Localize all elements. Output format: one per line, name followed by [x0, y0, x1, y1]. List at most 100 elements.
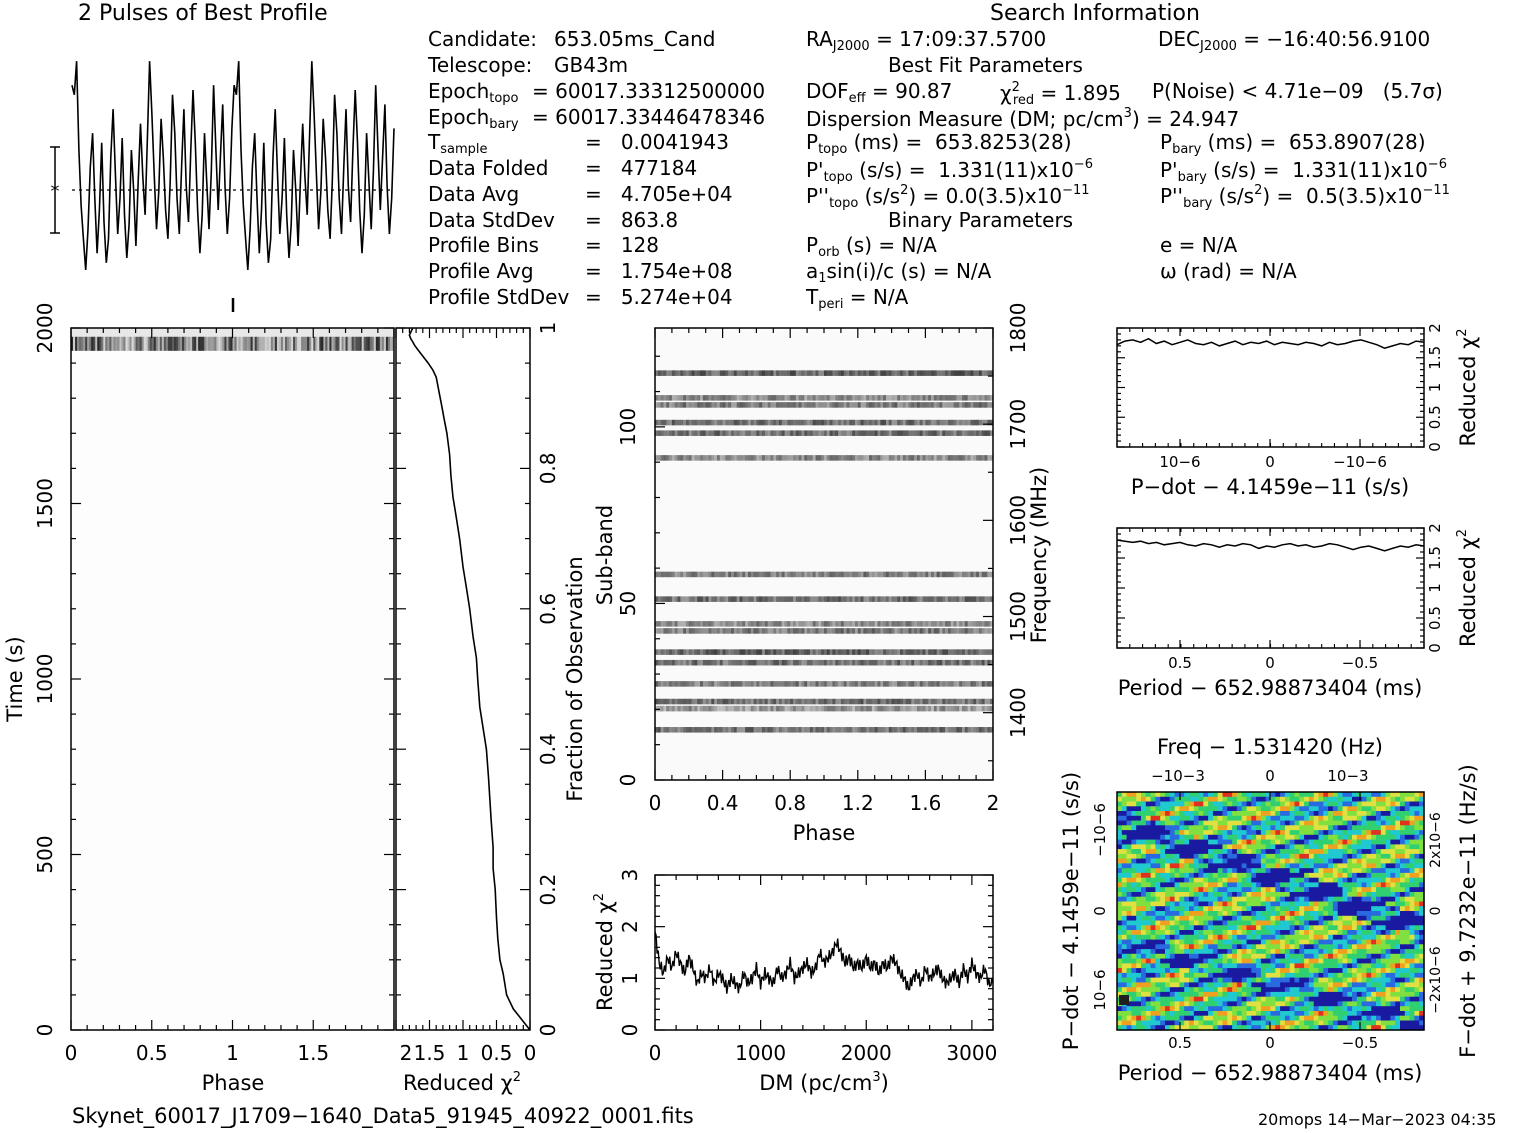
- ppdot-cell: [1217, 792, 1224, 798]
- ppdot-cell: [1304, 925, 1310, 931]
- subband-cell: [745, 705, 749, 712]
- subband-cell: [750, 571, 755, 578]
- ppdot-cell: [1251, 825, 1257, 831]
- subband-cell: [655, 681, 659, 687]
- ppdot-cell: [1212, 877, 1219, 884]
- subband-cell: [745, 571, 749, 578]
- ppdot-cell: [1390, 839, 1396, 845]
- ppdot-cell: [1141, 930, 1147, 936]
- ppdot-cell: [1117, 911, 1123, 917]
- ppdot-cell: [1179, 925, 1185, 931]
- time-phase-cell: [307, 336, 310, 351]
- subband-cell: [970, 430, 974, 436]
- subband-cell: [863, 649, 867, 655]
- subband-cell: [657, 395, 662, 401]
- subband-cell: [739, 698, 743, 705]
- subband-cell: [978, 698, 983, 705]
- subband-cell: [655, 705, 659, 712]
- ppdot-cell: [1236, 949, 1243, 955]
- subband-cell: [736, 395, 740, 401]
- ppdot-cell: [1414, 815, 1420, 822]
- subband-cell: [976, 727, 980, 733]
- ppdot-cell: [1275, 911, 1281, 917]
- ppdot-cell: [1352, 796, 1358, 803]
- subband-cell: [891, 659, 895, 666]
- subband-cell: [781, 628, 786, 634]
- subband-cell: [950, 571, 955, 578]
- ppdot-cell: [1337, 853, 1344, 860]
- time-phase-cell: [83, 336, 86, 351]
- ppdot-cell: [1117, 906, 1123, 912]
- ppdot-cell: [1371, 830, 1377, 836]
- ppdot-cell: [1342, 806, 1348, 812]
- ppdot-cell: [1121, 901, 1128, 907]
- ppdot-cell: [1361, 887, 1367, 893]
- ppdot-cell: [1212, 920, 1219, 926]
- subband-cell: [725, 649, 729, 655]
- ppdot-cell: [1337, 915, 1344, 922]
- ppdot-cell: [1117, 925, 1123, 931]
- subband-cell: [894, 571, 898, 578]
- subband-cell: [759, 649, 763, 655]
- ppdot-cell: [1222, 792, 1228, 798]
- ppdot-cell: [1289, 958, 1296, 964]
- ppdot-cell: [1371, 925, 1377, 931]
- subband-cell: [860, 698, 864, 705]
- subband-cell: [919, 419, 924, 426]
- subband-cell: [716, 659, 721, 666]
- subband-cell: [860, 402, 864, 408]
- subband-cell: [804, 698, 808, 705]
- ppdot-cell: [1414, 858, 1420, 864]
- ppdot-cell: [1323, 815, 1329, 822]
- ppdot-cell: [1404, 872, 1411, 879]
- subband-cell: [685, 628, 690, 634]
- ppdot-cell: [1280, 815, 1286, 822]
- ppdot-cell: [1160, 872, 1166, 879]
- ppdot-cell: [1131, 796, 1137, 803]
- subband-cell: [778, 370, 783, 376]
- ppdot-cell: [1117, 915, 1123, 922]
- ppdot-cell: [1256, 872, 1262, 879]
- subband-cell: [685, 395, 690, 401]
- ppdot-cell: [1160, 877, 1166, 884]
- time-phase-cell: [77, 336, 80, 351]
- ppdot-cell: [1337, 920, 1344, 926]
- ppdot-cell: [1236, 863, 1243, 869]
- ppdot-cell: [1347, 830, 1353, 836]
- subband-cell: [778, 419, 783, 426]
- ppdot-cell: [1222, 949, 1228, 955]
- subband-cell: [809, 419, 814, 426]
- subband-cell: [852, 370, 856, 376]
- subband-cell: [953, 571, 957, 578]
- subband-cell: [787, 698, 791, 705]
- ppdot-cell: [1256, 915, 1262, 922]
- subband-cell: [826, 571, 831, 578]
- subband-cell: [902, 621, 907, 627]
- ppdot-cell: [1165, 953, 1171, 960]
- ppdot-cell: [1227, 939, 1233, 945]
- ppdot-cell: [1203, 849, 1209, 855]
- subband-cell: [711, 596, 715, 602]
- subband-cell: [863, 628, 867, 634]
- ppdot-cell: [1117, 844, 1123, 850]
- ppdot-cell: [1145, 925, 1152, 931]
- subband-cell: [666, 370, 670, 376]
- subband-cell: [739, 370, 743, 376]
- ppdot-cell: [1352, 844, 1358, 850]
- ppdot-cell: [1246, 887, 1252, 893]
- ppdot-cell: [1208, 882, 1214, 888]
- ppdot-cell: [1294, 949, 1300, 955]
- subband-cell: [778, 659, 783, 666]
- subband-cell: [888, 395, 893, 401]
- subband-cell: [840, 571, 845, 578]
- subband-cell: [784, 649, 788, 655]
- time-phase-cell: [95, 336, 98, 351]
- subband-cell: [894, 698, 898, 705]
- subband-cell: [705, 596, 710, 602]
- ppdot-cell: [1179, 887, 1185, 893]
- subband-cell: [680, 395, 684, 401]
- subband-cell: [826, 628, 831, 634]
- subband-cell: [753, 705, 757, 712]
- subband-cell: [829, 430, 833, 436]
- ppdot-cell: [1189, 815, 1195, 822]
